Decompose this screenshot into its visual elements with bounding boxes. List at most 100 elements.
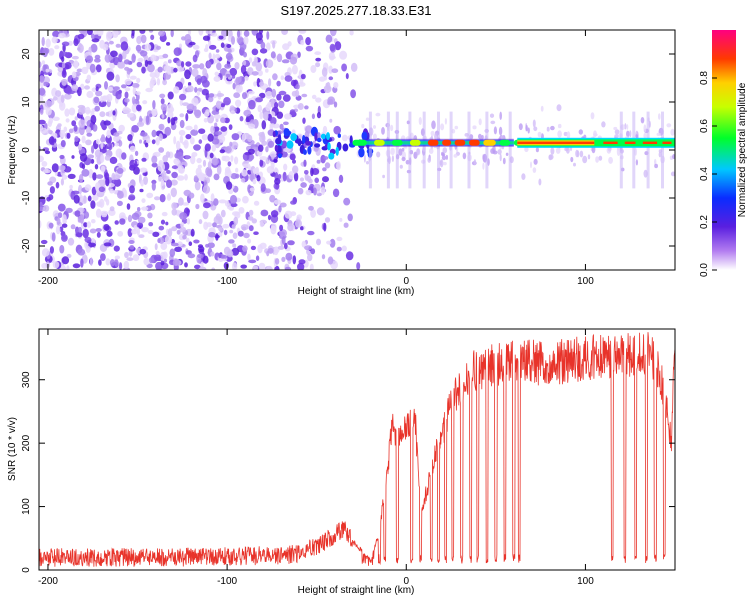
noise-speckle	[282, 43, 290, 51]
noise-speckle	[136, 77, 141, 84]
noise-speckle	[259, 156, 268, 161]
noise-speckle	[90, 200, 96, 209]
noise-speckle	[146, 192, 154, 199]
noise-speckle	[347, 213, 353, 222]
noise-speckle	[202, 35, 210, 41]
noise-speckle	[132, 83, 140, 88]
noise-speckle	[89, 257, 93, 266]
noise-speckle	[247, 148, 255, 155]
noise-speckle	[208, 40, 212, 47]
noise-speckle	[243, 51, 247, 58]
noise-speckle	[196, 78, 202, 85]
noise-speckle	[225, 52, 233, 61]
spectrogram-y-tick-label: 20	[21, 48, 32, 60]
noise-speckle	[85, 55, 94, 63]
noise-speckle	[131, 30, 135, 37]
noise-speckle	[57, 203, 66, 212]
noise-speckle	[234, 62, 240, 70]
signal-blob	[283, 128, 290, 137]
noise-speckle	[106, 129, 111, 139]
noise-speckle	[279, 229, 287, 238]
noise-speckle	[51, 136, 55, 146]
noise-speckle	[556, 104, 562, 112]
noise-speckle	[166, 170, 171, 174]
noise-speckle	[210, 193, 215, 202]
noise-speckle	[149, 72, 157, 78]
noise-speckle	[132, 254, 140, 262]
noise-speckle	[280, 151, 288, 158]
noise-speckle	[108, 209, 116, 216]
spectral-streak	[449, 111, 453, 189]
noise-speckle	[235, 173, 240, 179]
spectrogram-x-tick-label: 100	[577, 276, 594, 287]
noise-speckle	[293, 172, 299, 182]
noise-speckle	[311, 94, 317, 100]
noise-speckle	[123, 260, 130, 269]
noise-speckle	[493, 126, 497, 135]
noise-speckle	[261, 120, 267, 130]
noise-speckle	[206, 167, 213, 178]
noise-speckle	[98, 186, 106, 193]
noise-speckle	[204, 143, 211, 152]
noise-speckle	[666, 123, 672, 128]
noise-speckle	[279, 202, 287, 208]
noise-speckle	[113, 190, 119, 195]
noise-speckle	[229, 141, 233, 147]
noise-speckle	[205, 243, 210, 248]
noise-speckle	[260, 41, 266, 50]
noise-speckle	[328, 65, 333, 74]
noise-speckle	[74, 210, 81, 217]
carrier-line-core	[603, 141, 618, 144]
noise-speckle	[209, 30, 213, 35]
noise-speckle	[158, 30, 165, 37]
noise-speckle	[74, 136, 79, 142]
noise-speckle	[267, 247, 274, 254]
spectrogram-x-tick-label: -100	[217, 276, 237, 287]
colorbar-axis: 0.0 0.2 0.4 0.6 0.8	[699, 71, 717, 277]
noise-speckle	[270, 98, 275, 109]
noise-speckle	[527, 127, 530, 134]
noise-speckle	[147, 60, 152, 65]
noise-speckle	[270, 225, 277, 235]
noise-speckle	[164, 235, 173, 245]
noise-speckle	[273, 199, 282, 205]
noise-speckle	[51, 163, 59, 173]
noise-speckle	[643, 132, 647, 139]
noise-speckle	[215, 100, 222, 109]
noise-speckle	[162, 53, 169, 59]
noise-speckle	[582, 155, 588, 164]
noise-speckle	[111, 179, 118, 184]
noise-speckle	[41, 248, 50, 257]
noise-speckle	[502, 157, 506, 165]
noise-speckle	[281, 30, 288, 35]
noise-speckle	[316, 207, 325, 216]
noise-speckle	[356, 262, 361, 270]
noise-speckle	[193, 239, 200, 244]
noise-speckle	[192, 64, 201, 69]
noise-speckle	[45, 107, 52, 116]
noise-speckle	[122, 106, 131, 114]
noise-speckle	[235, 76, 242, 84]
noise-speckle	[160, 180, 166, 191]
noise-speckle	[67, 173, 76, 179]
noise-speckle	[381, 126, 385, 135]
noise-speckle	[537, 131, 542, 138]
signal-blob	[361, 131, 368, 141]
noise-speckle	[269, 194, 276, 203]
noise-speckle	[170, 30, 174, 38]
noise-speckle	[134, 150, 139, 156]
noise-speckle	[154, 196, 160, 201]
noise-speckle	[198, 30, 204, 36]
noise-speckle	[44, 47, 50, 54]
noise-speckle	[106, 31, 113, 40]
noise-speckle	[116, 167, 124, 174]
noise-speckle	[316, 159, 321, 164]
noise-speckle	[60, 178, 64, 186]
noise-speckle	[284, 113, 292, 120]
noise-speckle	[304, 170, 309, 175]
noise-speckle	[106, 230, 113, 237]
noise-speckle	[238, 207, 245, 214]
noise-speckle	[276, 111, 284, 119]
noise-speckle	[117, 190, 124, 199]
noise-speckle	[64, 62, 72, 70]
